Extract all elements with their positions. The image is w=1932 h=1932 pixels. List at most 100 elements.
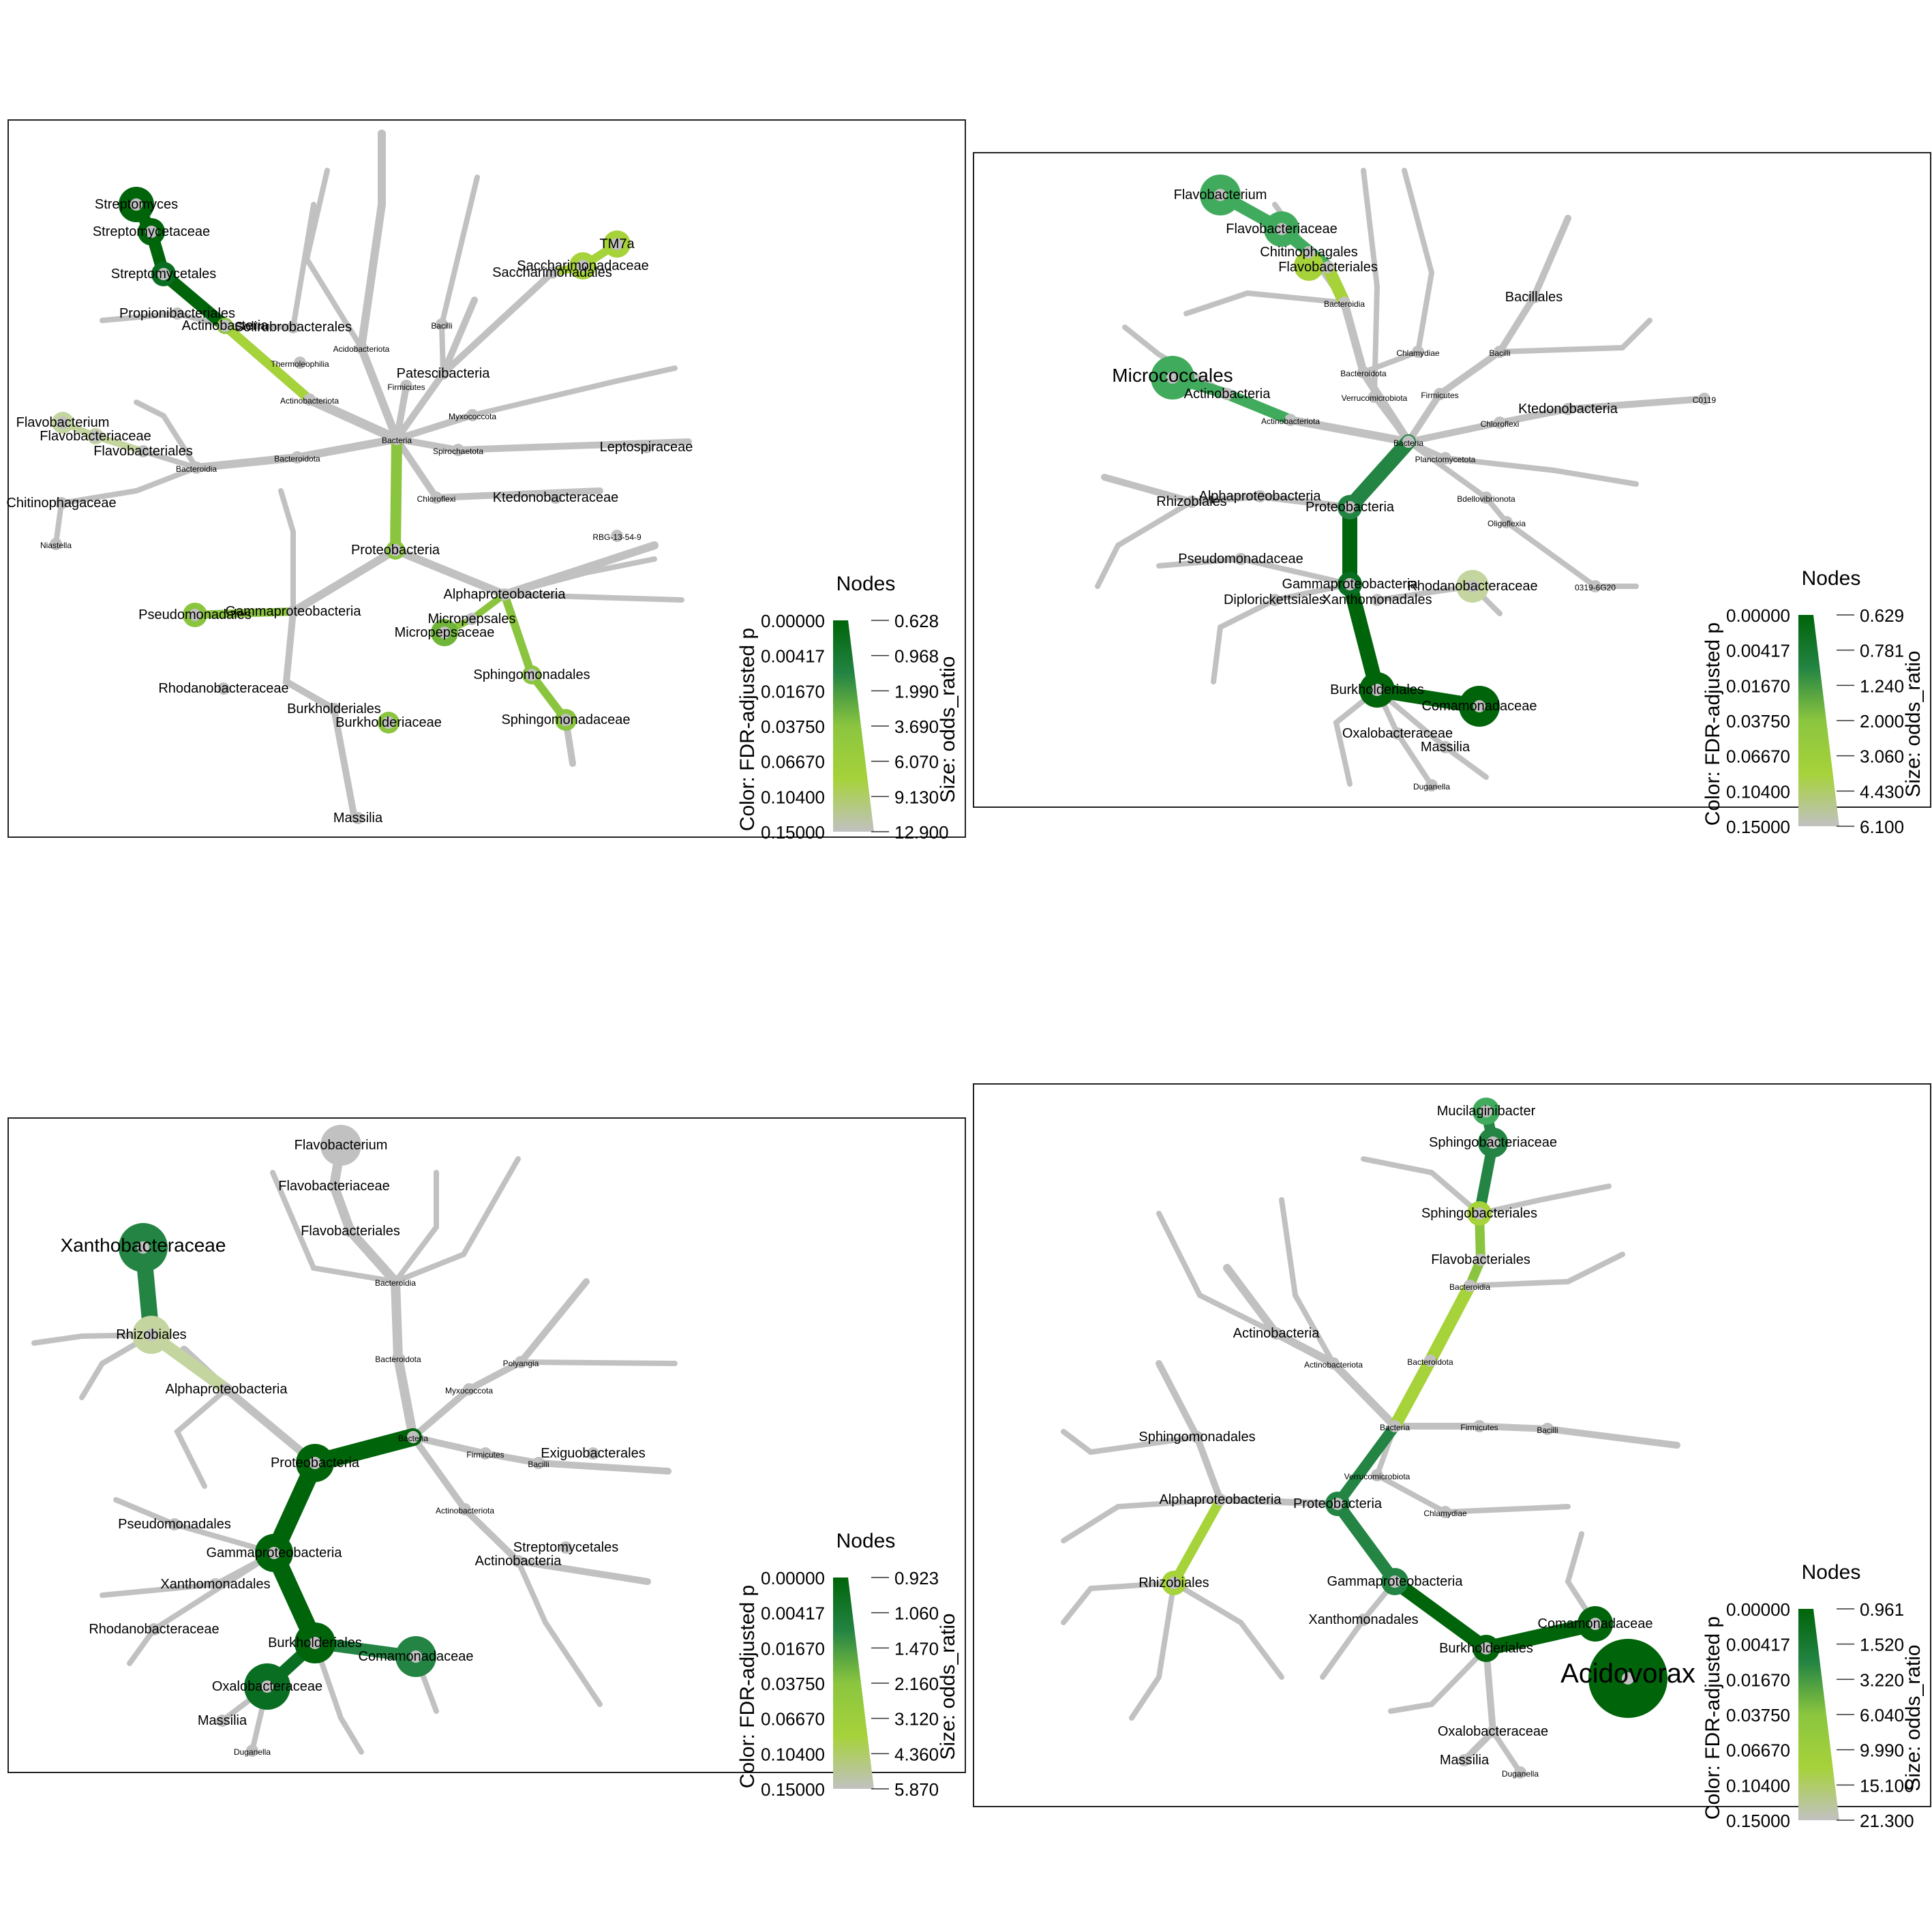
node-label: Gammaproteobacteria [226,604,362,619]
legend-color-axis: Color: FDR-adjusted p [736,628,759,831]
node-label: Myxococcota [449,412,496,421]
node-label: Verrucomicrobiota [1344,1472,1410,1481]
node-label: Sphingomonadales [1138,1430,1255,1445]
node-label: Bacteria [398,1434,428,1443]
panel-bottom-right: Bacteria Proteobacteria Gammaproteobacteri… [973,1083,1931,1807]
node-label: C0119 [1693,395,1717,405]
legend-size-tick: 4.360 [894,1744,939,1764]
legend-p-tick: 0.00417 [761,646,825,667]
node-label: Exiguobacterales [541,1446,645,1461]
node-label: Alphaproteobacteria [443,587,566,602]
node-label: Chlamydiae [1423,1509,1467,1518]
tree-node [498,588,511,601]
node-label: Polyangia [503,1359,539,1368]
node-label: Actinobacteria [475,1554,562,1569]
legend-top-left: Nodes Color: FDR-adjusted p Size: odds_r… [736,573,959,843]
node-label: Xanthomonadales [1308,1612,1418,1627]
panel-frame [973,1083,1931,1807]
tree-node [1344,578,1356,590]
legend-size-tick: 1.240 [1860,676,1904,696]
tree-node [1166,372,1179,384]
node-label: Solirubrobacterales [235,320,352,335]
tree-node [291,451,303,464]
legend-p-tick: 0.03750 [761,1674,825,1694]
legend-p-tick: 0.00000 [761,611,825,631]
node-label: Burkholderiales [268,1635,362,1650]
node-label: 0319-6G20 [1575,583,1616,592]
legend-size-tick: 6.100 [1860,817,1904,837]
legend-gradient-wedge [1798,1609,1839,1820]
node-label: Gammaproteobacteria [207,1545,343,1560]
node-label: Flavobacteriales [93,444,193,459]
node-label: Xanthobacteraceae [61,1235,226,1256]
legend-size-tick: 0.968 [894,646,939,667]
tree-node [294,357,306,369]
tree-node [355,342,367,354]
tree-node [1514,1766,1526,1779]
legend-p-tick: 0.00000 [1726,605,1790,626]
tree-node [287,321,299,333]
tree-node [89,430,102,442]
node-label: RBG-13-54-9 [592,532,642,542]
node-label: Bacilli [1489,348,1510,358]
node-label: Massilia [1421,740,1470,755]
node-label: Bacilli [528,1460,549,1469]
node-label: Sphingobacteriaceae [1429,1135,1557,1150]
node-label: Chlamydiae [1396,348,1440,358]
tree-node [335,1139,347,1151]
legend-size-tick: 3.120 [894,1709,939,1730]
tree-node [611,530,623,542]
panel-top-left: Bacteria Proteobacteria Actinobacteriota Ba… [6,119,966,838]
node-label: Flavobacterium [16,415,110,430]
tree-node [309,1637,321,1649]
highlighted-edges [1169,1106,1603,1656]
node-label: Alphaproteobacteria [165,1382,288,1397]
node-label: Oxalobacteraceae [1438,1724,1548,1739]
tree-node [1391,727,1404,740]
tree-node [1402,436,1415,448]
node-label: Burkholderiales [287,701,381,716]
legend-bottom-right: Nodes Color: FDR-adjusted p Size: odds_r… [1702,1561,1925,1831]
node-label: Leptospiraceae [600,440,693,455]
tree-node [1439,741,1451,753]
legend-p-tick: 0.01670 [761,1638,825,1659]
legend-size-axis: Size: odds_ratio [1902,1644,1925,1791]
tree-node [145,1329,157,1341]
tree-node [246,1745,258,1757]
legend-size-axis: Size: odds_ratio [937,1613,959,1760]
node-label: Duganella [234,1747,271,1757]
tree-node [1284,414,1297,426]
tree-node [1425,779,1438,791]
node-label: Mucilaginibacter [1437,1104,1536,1119]
node-label: Gammaproteobacteria [1282,577,1419,592]
legend-p-tick: 0.06670 [1726,1740,1790,1761]
node-label: Bacilli [431,321,452,331]
tree-node [1487,1725,1499,1738]
legend-top-right: Nodes Color: FDR-adjusted p Size: odds_r… [1702,567,1925,837]
tree-node [137,445,149,457]
node-labels: Bacteria Proteobacteria Actinobacteriota Ba… [6,197,693,826]
tree-node [1276,223,1288,235]
legend-scale: 0.00000 0.628 0.00417 0.968 0.01670 1.990 0.03… [761,611,949,843]
legend-p-tick: 0.01670 [1726,676,1790,696]
legend-p-tick: 0.15000 [1726,817,1790,837]
node-label: Rhizobiales [1138,1575,1209,1590]
node-label: Actinobacteria [182,318,269,333]
tree-node [1487,1136,1499,1149]
tree-node [1464,1280,1476,1292]
node-label: Bacteroidia [176,464,217,474]
node-label: Patescibacteria [397,366,491,381]
node-label: Bacteroidia [1324,299,1365,309]
node-label: Oligoflexia [1488,519,1526,528]
node-label: Streptomyces [95,197,178,212]
legend-color-axis: Color: FDR-adjusted p [1702,1616,1724,1820]
node-label: Bacteroidota [1407,1357,1453,1367]
node-labels: Bacteria Proteobacteria Gammaproteobacteri… [1112,187,1716,791]
node-label: Micropepsales [428,612,516,627]
node-label: Sphingomonadaceae [501,712,630,727]
legend-size-tick: 1.470 [894,1638,939,1659]
tree-node [1528,291,1540,303]
node-label: Gammaproteobacteria [1327,1574,1464,1589]
tree-node [1368,391,1380,403]
legend-title: Nodes [1802,1561,1861,1584]
